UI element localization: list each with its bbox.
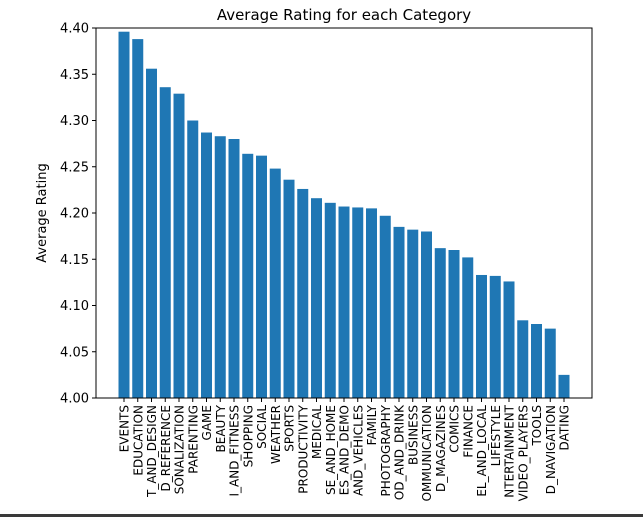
bar-13 [297,188,309,398]
bar-30 [531,324,542,398]
bar-32 [558,374,570,398]
bar-12 [283,179,295,398]
x-tick-label: ES_AND_DEMO [338,405,352,495]
bar-28 [503,281,515,398]
bar-20 [393,226,405,398]
window-bottom-border [0,514,643,517]
x-tick-label: SOCIAL [255,405,269,449]
bar-23 [434,248,446,398]
bar-0 [118,31,130,398]
x-tick-label: T_AND_DESIGN [145,405,159,498]
x-tick-label: TOOLS [530,405,544,447]
x-tick-label: I_AND_FITNESS [228,405,242,497]
x-tick-label: EL_AND_LOCAL [475,405,489,497]
bar-18 [366,208,377,398]
bar-24 [448,250,460,398]
x-tick-label: WEATHER [269,405,283,464]
x-tick-label: D_MAGAZINES [434,405,448,492]
x-tick-label: AND_VEHICLES [351,405,365,496]
x-tick-label: SPORTS [283,405,297,452]
x-tick-label: D_NAVIGATION [544,405,558,494]
bar-21 [407,229,419,398]
x-tick-label: VIDEO_PLAYERS [516,405,530,501]
bar-1 [132,39,144,398]
bar-25 [462,257,474,398]
bar-17 [352,207,364,398]
bar-14 [311,198,322,398]
x-axis: EVENTS EDUCATION T_AND_DESIGN D_REFERENCE SO… [118,398,572,501]
bar-27 [489,275,501,398]
x-tick-label: D_REFERENCE [159,405,173,492]
bar-10 [256,155,267,398]
y-axis: 4.00 4.05 4.10 4.15 4.20 4.25 4.30 4.35 4.40 [60,22,96,407]
y-tick-label: 4.05 [60,345,89,360]
x-tick-label: BUSINESS [406,405,420,465]
bar-4 [173,93,185,399]
bars-group [118,31,570,399]
x-tick-label: OMMUNICATION [420,405,434,501]
x-tick-label: PHOTOGRAPHY [379,404,393,496]
bar-9 [242,153,254,398]
x-tick-label: PRODUCTIVITY [296,404,310,493]
x-tick-label: EDUCATION [131,405,145,476]
y-tick-label: 4.00 [60,392,89,407]
bar-15 [324,202,336,398]
x-tick-label: BEAUTY [214,404,228,452]
bar-8 [228,139,240,398]
y-tick-label: 4.20 [60,207,89,222]
x-tick-label: MEDICAL [310,405,324,459]
y-tick-label: 4.15 [60,253,89,268]
y-tick-label: 4.30 [60,114,89,129]
y-tick-label: 4.25 [60,160,89,175]
x-tick-label: SONALIZATION [173,405,187,494]
bar-3 [159,87,171,398]
y-tick-label: 4.35 [60,68,89,83]
x-tick-label: PARENTING [186,405,200,474]
x-tick-label: SHOPPING [241,405,255,467]
x-tick-label: GAME [200,405,214,440]
bar-19 [379,215,391,398]
bar-22 [421,231,432,398]
bar-31 [544,328,556,398]
x-tick-label: COMICS [448,405,462,453]
y-axis-label: Average Rating [35,163,50,262]
x-tick-label: OD_AND_DRINK [393,404,407,500]
x-tick-label: FAMILY [365,404,379,445]
bar-26 [476,274,487,398]
y-tick-label: 4.40 [60,22,89,37]
bar-7 [214,136,226,398]
bar-11 [269,168,281,398]
x-tick-label: FINANCE [461,405,475,458]
bar-6 [201,132,212,398]
chart-title: Average Rating for each Category [217,6,471,24]
x-tick-label: NTERTAINMENT [503,404,517,497]
bar-29 [517,320,529,398]
x-tick-label: LIFESTYLE [489,405,503,466]
plot-frame [95,27,593,399]
x-tick-label: DATING [558,405,572,450]
bar-5 [187,120,199,398]
bar-2 [146,68,157,398]
x-tick-label: SE_AND_HOME [324,405,338,495]
x-tick-label: EVENTS [118,405,132,452]
bar-16 [338,206,350,398]
y-tick-label: 4.10 [60,299,89,314]
